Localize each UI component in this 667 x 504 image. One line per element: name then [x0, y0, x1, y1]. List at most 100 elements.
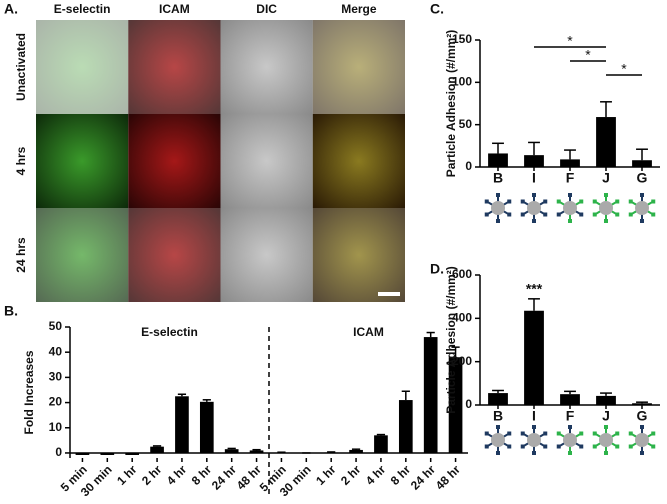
- ligand-head: [520, 444, 525, 449]
- bar: [524, 310, 544, 405]
- micrograph: [128, 20, 221, 114]
- ligand-head: [532, 193, 536, 197]
- x-tick-label: G: [637, 170, 648, 186]
- bar: [374, 435, 388, 453]
- ligand-head: [615, 444, 620, 449]
- ligand-head: [532, 425, 536, 429]
- y-tick-label: 50: [49, 319, 63, 333]
- bar: [560, 159, 580, 167]
- y-tick-label: 600: [452, 267, 472, 281]
- x-tick-label: 4 hr: [363, 462, 389, 488]
- x-tick-label: F: [566, 408, 575, 424]
- y-axis-label: Fold Increases: [22, 350, 36, 434]
- y-tick-label: 0: [465, 397, 472, 411]
- ligand-head: [507, 444, 512, 449]
- ligand-head: [592, 212, 597, 217]
- bar: [423, 337, 438, 453]
- ligand-head: [640, 193, 644, 197]
- particle: [599, 433, 613, 447]
- x-tick-label: J: [602, 170, 610, 186]
- column-label: E-selectin: [54, 2, 111, 16]
- row-label: 24 hrs: [14, 237, 28, 273]
- x-tick-label: I: [532, 170, 536, 186]
- ligand-head: [568, 425, 572, 429]
- ligand-head: [556, 431, 561, 436]
- micrograph: [312, 20, 405, 114]
- ligand-head: [628, 431, 633, 436]
- ligand-head: [520, 199, 525, 204]
- ligand-head: [651, 444, 656, 449]
- ligand-head: [484, 431, 489, 436]
- x-tick-label: 2 hr: [139, 462, 165, 488]
- ligand-head: [651, 212, 656, 217]
- y-tick-label: 100: [452, 75, 472, 89]
- scale-bar: [378, 292, 400, 296]
- ligand-head: [640, 219, 644, 223]
- x-tick-label: B: [493, 408, 503, 424]
- panel-label: A.: [4, 1, 18, 17]
- ligand-head: [628, 212, 633, 217]
- significance-label: *: [567, 33, 573, 49]
- bar: [560, 394, 580, 405]
- y-tick-label: 40: [49, 344, 63, 358]
- bar: [224, 449, 239, 453]
- micrograph: [220, 208, 313, 302]
- particle: [491, 433, 505, 447]
- particle: [635, 433, 649, 447]
- ligand-head: [568, 193, 572, 197]
- bar: [596, 117, 616, 167]
- ligand-head: [496, 451, 500, 455]
- ligand-head: [592, 199, 597, 204]
- y-axis-label: Particle Adhesion (#/mm²): [444, 266, 458, 414]
- particle: [491, 201, 505, 215]
- bar: [488, 393, 508, 405]
- ligand-head: [556, 444, 561, 449]
- ligand-head: [579, 212, 584, 217]
- micrograph: [220, 20, 313, 114]
- micrograph: [312, 208, 405, 302]
- micrograph: [36, 20, 129, 114]
- bar: [199, 401, 214, 453]
- y-tick-label: 200: [452, 354, 472, 368]
- panel-label: B.: [4, 303, 18, 319]
- y-tick-label: 20: [49, 395, 63, 409]
- ligand-head: [556, 199, 561, 204]
- ligand-head: [532, 451, 536, 455]
- row-label: Unactivated: [14, 33, 28, 101]
- ligand-head: [628, 444, 633, 449]
- bar: [632, 160, 652, 167]
- group-label: ICAM: [353, 325, 384, 339]
- micrograph: [128, 114, 221, 208]
- micrograph: [312, 114, 405, 208]
- x-tick-label: 4 hr: [164, 462, 190, 488]
- ligand-head: [496, 425, 500, 429]
- y-tick-label: 150: [452, 32, 472, 46]
- column-label: DIC: [256, 2, 277, 16]
- ligand-head: [615, 212, 620, 217]
- row-label: 4 hrs: [14, 146, 28, 175]
- bar: [324, 452, 339, 453]
- ligand-head: [556, 212, 561, 217]
- ligand-head: [507, 199, 512, 204]
- micrograph: [128, 208, 221, 302]
- ligand-head: [615, 431, 620, 436]
- ligand-head: [579, 444, 584, 449]
- x-tick-label: 1 hr: [114, 462, 140, 488]
- particle: [599, 201, 613, 215]
- y-tick-label: 50: [459, 117, 473, 131]
- ligand-head: [604, 219, 608, 223]
- ligand-head: [604, 425, 608, 429]
- bar: [150, 446, 164, 453]
- significance-label: *: [621, 61, 627, 77]
- micrograph: [36, 114, 129, 208]
- x-tick-label: G: [637, 408, 648, 424]
- x-tick-label: 1 hr: [313, 462, 339, 488]
- ligand-head: [496, 219, 500, 223]
- significance-label: *: [585, 47, 591, 63]
- ligand-head: [520, 431, 525, 436]
- group-label: E-selectin: [141, 325, 198, 339]
- ligand-head: [532, 219, 536, 223]
- ligand-head: [543, 431, 548, 436]
- x-tick-label: 48 hr: [433, 462, 463, 492]
- bar: [398, 400, 413, 453]
